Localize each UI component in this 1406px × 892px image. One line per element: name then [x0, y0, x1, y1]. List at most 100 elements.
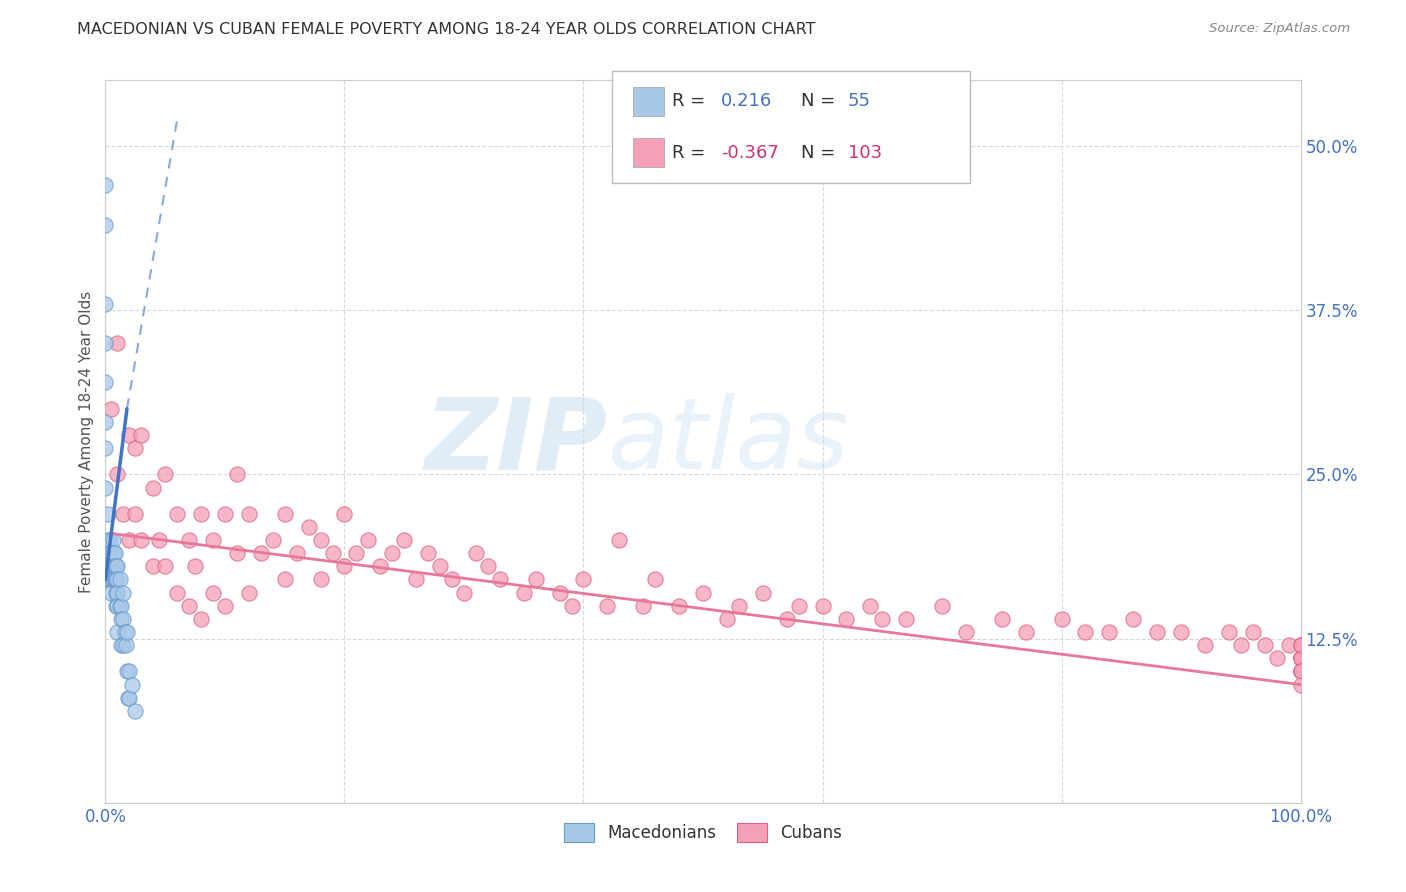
Point: [250, 546, 273, 560]
Point: [1289, 638, 1312, 652]
Point: [1074, 625, 1097, 640]
Point: [955, 625, 977, 640]
Point: [107, 336, 129, 351]
Point: [1289, 677, 1312, 691]
Point: [1218, 625, 1240, 640]
Point: [896, 612, 918, 626]
Point: [98, 533, 121, 547]
Point: [489, 573, 512, 587]
Point: [110, 599, 132, 613]
Point: [153, 559, 177, 574]
Point: [298, 520, 321, 534]
Point: [142, 559, 165, 574]
Point: [108, 573, 131, 587]
Point: [716, 612, 738, 626]
Point: [101, 546, 124, 560]
Point: [477, 559, 499, 574]
Point: [118, 690, 141, 705]
Point: [166, 585, 188, 599]
Point: [464, 546, 488, 560]
Point: [1170, 625, 1192, 640]
Point: [107, 467, 129, 482]
Point: [105, 559, 128, 574]
Point: [872, 612, 894, 626]
Point: [309, 533, 332, 547]
Point: [811, 599, 834, 613]
Point: [262, 533, 284, 547]
Point: [94, 441, 117, 455]
Point: [225, 467, 249, 482]
Point: [110, 612, 132, 626]
Point: [214, 599, 236, 613]
Point: [115, 665, 138, 679]
Point: [1289, 651, 1312, 665]
Point: [97, 573, 120, 587]
Point: [548, 585, 571, 599]
Point: [148, 533, 170, 547]
Point: [309, 573, 332, 587]
Point: [112, 585, 135, 599]
Point: [238, 585, 260, 599]
Point: [118, 533, 141, 547]
Text: 55: 55: [848, 93, 870, 111]
Point: [94, 376, 117, 390]
Point: [103, 546, 125, 560]
Text: ZIP: ZIP: [425, 393, 607, 490]
Point: [202, 533, 225, 547]
Point: [418, 546, 440, 560]
Point: [124, 441, 146, 455]
Point: [214, 507, 236, 521]
Point: [273, 573, 295, 587]
Point: [1122, 612, 1144, 626]
Point: [1014, 625, 1036, 640]
Text: Source: ZipAtlas.com: Source: ZipAtlas.com: [1209, 22, 1350, 36]
Point: [98, 533, 121, 547]
Point: [931, 599, 953, 613]
Point: [100, 573, 122, 587]
Point: [560, 599, 583, 613]
Point: [1289, 651, 1312, 665]
Point: [1146, 625, 1168, 640]
Point: [596, 599, 619, 613]
Point: [100, 585, 122, 599]
Text: atlas: atlas: [607, 393, 849, 490]
Point: [100, 559, 122, 574]
Point: [112, 612, 135, 626]
Point: [104, 559, 127, 574]
Point: [105, 599, 128, 613]
Point: [118, 665, 141, 679]
Point: [94, 218, 117, 232]
Point: [124, 704, 146, 718]
Point: [1254, 638, 1277, 652]
Point: [97, 559, 120, 574]
Point: [107, 599, 129, 613]
Point: [94, 336, 117, 351]
Point: [1265, 651, 1288, 665]
Point: [100, 546, 122, 560]
Point: [166, 507, 188, 521]
Point: [1194, 638, 1216, 652]
Point: [273, 507, 295, 521]
Text: 0.216: 0.216: [721, 93, 772, 111]
Point: [776, 612, 799, 626]
Point: [190, 507, 212, 521]
Point: [107, 559, 129, 574]
Point: [668, 599, 690, 613]
Point: [644, 573, 666, 587]
Point: [107, 585, 129, 599]
Point: [121, 677, 143, 691]
Point: [1277, 638, 1299, 652]
Point: [607, 533, 630, 547]
Point: [392, 533, 416, 547]
Point: [104, 573, 127, 587]
Point: [101, 573, 124, 587]
Point: [94, 481, 117, 495]
Point: [381, 546, 404, 560]
Point: [440, 573, 463, 587]
Point: [333, 507, 356, 521]
Point: [103, 573, 125, 587]
Point: [115, 625, 138, 640]
Point: [94, 178, 117, 193]
Point: [103, 559, 125, 574]
Point: [1289, 651, 1312, 665]
